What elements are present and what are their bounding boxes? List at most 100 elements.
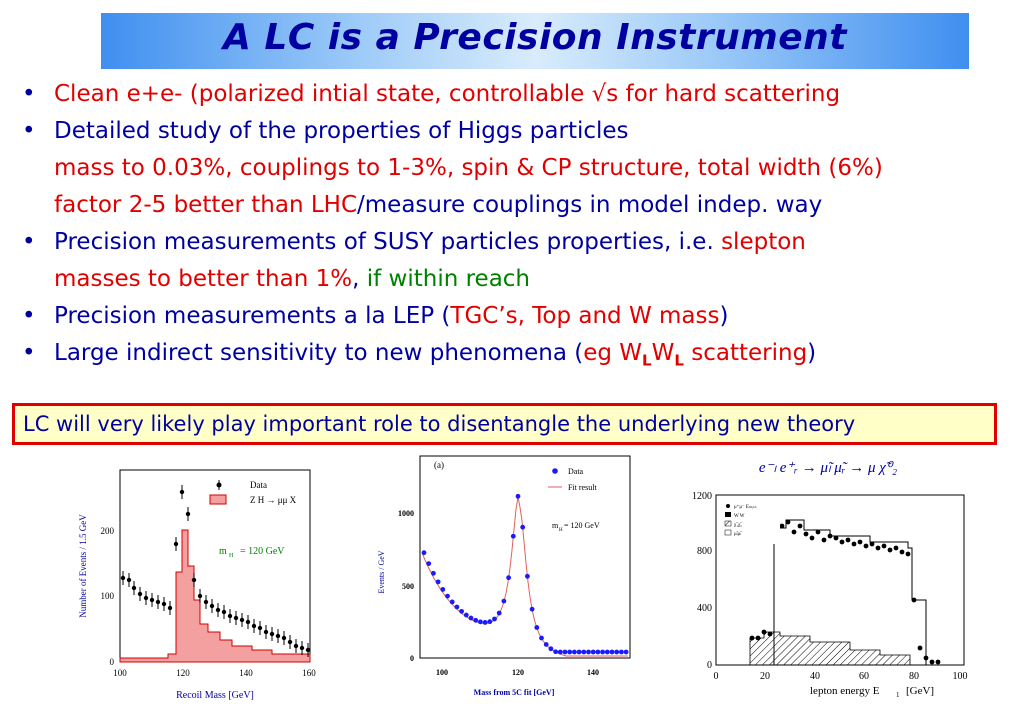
plot3-data-point — [857, 539, 863, 545]
plot1-mh-value: = 120 GeV — [240, 546, 285, 557]
plot3-data-point — [905, 551, 911, 557]
plot3-data-point — [935, 659, 941, 665]
plot3-data-point — [749, 635, 755, 641]
plot1-xtick-100: 100 — [113, 668, 127, 678]
background-hatched-histogram — [749, 631, 911, 666]
plot2-data-point — [506, 575, 511, 581]
plot2-xtick-120: 120 — [512, 668, 524, 677]
plot2-mh-sub: H — [559, 528, 563, 533]
plot3-ytick-0: 0 — [707, 660, 712, 671]
plot1-xtick-140: 140 — [239, 668, 253, 678]
plot2-data-point — [492, 616, 497, 622]
plot3-legend-data-marker — [726, 504, 730, 508]
plot3-legend-smuon-swatch — [724, 529, 732, 536]
plot2-data-point — [562, 649, 568, 655]
higgs-precision-line: mass to 0.03%, couplings to 1-3%, spin &… — [54, 155, 883, 181]
recoil-mass-plot: Data Z H → μμ X m H = 120 GeV Number of … — [78, 469, 316, 701]
plot3-legend-smuon: μ̃ₗμ̃ₗ — [734, 532, 742, 537]
plot1-data-point — [227, 613, 233, 619]
plot2-panel-label: (a) — [434, 460, 444, 470]
plot3-data-point — [929, 659, 935, 665]
plot3-xlabel-unit: [GeV] — [906, 685, 934, 697]
plot3-xlabel-sub: 1 — [896, 691, 900, 699]
plot1-data-point — [221, 609, 227, 615]
plot3-xtick-0: 0 — [714, 671, 719, 682]
plot3-data-point — [803, 531, 809, 537]
lhc-comparison-text: factor 2-5 better than LHC — [54, 192, 358, 218]
plot3-data-point — [923, 655, 929, 661]
plot2-data-point — [515, 493, 521, 499]
plot2-data-point — [586, 649, 591, 655]
plot1-data-point — [191, 577, 197, 583]
plot2-data-point — [614, 649, 620, 655]
plot1-xtick-120: 120 — [176, 668, 190, 678]
plot3-data-point — [797, 523, 803, 529]
plot2-data-point — [468, 615, 474, 621]
eg-w-text: eg W — [583, 340, 643, 366]
plot3-data-point — [839, 539, 845, 545]
plot3-data-point — [917, 645, 923, 651]
title-banner: A LC is a Precision Instrument — [101, 13, 969, 69]
plot2-data-point — [496, 610, 502, 616]
plot3-data-point — [809, 535, 815, 541]
plot3-legend — [724, 500, 780, 544]
plot1-ytick-0: 0 — [110, 657, 115, 667]
plot2-data-point — [520, 524, 526, 530]
plot3-legend-chi-swatch — [724, 520, 732, 527]
plot3-data-point — [887, 547, 893, 553]
plot2-data-point — [548, 646, 554, 652]
plot2-data-point — [543, 642, 549, 647]
plot2-data-point — [482, 620, 488, 625]
plot1-data-point — [161, 601, 167, 607]
lepton-energy-plot: e⁻ₗ e⁺ᵣ → μ̃ₗ μ̃ᵣ → μ χ̃⁰₂ μ⁺μ⁻ Eₘᵢₛₛ W … — [692, 460, 968, 699]
plot2-data-point — [421, 550, 427, 556]
indirect-text: Large indirect sensitivity to new phenom… — [54, 340, 584, 366]
plot2-data-point — [534, 625, 540, 630]
plot3-ytick-400: 400 — [697, 603, 712, 614]
w-sub-2: L — [674, 351, 684, 370]
plot2-data-points — [421, 493, 629, 655]
plot3-xtick-40: 40 — [810, 671, 820, 682]
plot1-data-point — [257, 625, 263, 631]
plot1-data-point — [287, 639, 293, 645]
plot1-data-point — [126, 577, 132, 583]
signal-histogram — [773, 519, 927, 665]
susy-line-2: masses to better than 1%, if within reac… — [22, 261, 1022, 298]
plot2-data-point — [501, 598, 507, 604]
plot2-data-point — [557, 649, 563, 655]
higgs-comparison-line: factor 2-5 better than LHC/measure coupl… — [22, 187, 1022, 224]
plot3-data-point — [791, 529, 797, 535]
plot2-data-point — [473, 617, 479, 623]
bullet-lep: Precision measurements a la LEP (TGC’s, … — [22, 298, 1022, 335]
plot2-frame — [419, 455, 631, 659]
plot2-data-point — [454, 604, 460, 610]
plot3-data-point — [845, 537, 851, 543]
plot2-mh-value: = 120 GeV — [564, 521, 600, 530]
plot3-data-point — [869, 541, 875, 547]
slepton-mass-text: masses to better than 1% — [54, 266, 353, 292]
plot2-data-point — [539, 635, 544, 641]
plot2-mh-label: m — [552, 521, 559, 530]
plot2-data-point — [609, 649, 615, 655]
bullet-susy: Precision measurements of SUSY particles… — [22, 224, 1022, 261]
plot3-legend-ww-swatch — [725, 512, 731, 517]
plot2-ylabel: Events / GeV — [377, 550, 386, 593]
plot1-ytick-200: 200 — [101, 526, 115, 536]
plot1-data-point — [120, 575, 126, 581]
plot2-legend-fit: Fit result — [568, 483, 597, 492]
plot3-data-point — [755, 635, 761, 641]
plot3-data-point — [827, 533, 833, 539]
plot3-data-point — [785, 519, 791, 525]
plot3-data-point — [779, 523, 785, 529]
plot1-data-point — [239, 617, 245, 623]
plot3-data-point — [863, 543, 869, 549]
plot3-xlabel: lepton energy E — [810, 685, 880, 697]
plot1-xtick-160: 160 — [302, 668, 316, 678]
comma-text: , — [352, 266, 367, 292]
plot2-data-point — [435, 579, 441, 585]
plot2-data-point — [576, 649, 582, 655]
plot1-xlabel: Recoil Mass [GeV] — [176, 690, 254, 701]
callout-box: LC will very likely play important role … — [12, 403, 997, 445]
ww-text: eg WLWL scattering — [583, 340, 807, 370]
plot2-data-point — [529, 606, 535, 612]
